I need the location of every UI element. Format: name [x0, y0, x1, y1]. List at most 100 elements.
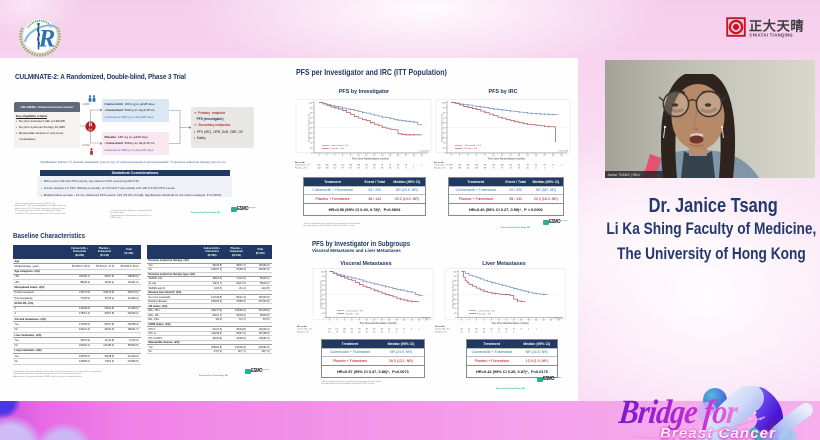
svg-text:Time Since Randomization (mont: Time Since Randomization (months) [491, 322, 528, 325]
svg-text:20: 20 [403, 320, 406, 322]
svg-text:46: 46 [460, 329, 462, 331]
svg-text:4: 4 [334, 155, 336, 157]
svg-text:1: 1 [513, 332, 514, 334]
svg-text:86: 86 [484, 167, 486, 169]
svg-text:2: 2 [468, 320, 470, 322]
svg-text:82: 82 [328, 332, 330, 334]
svg-text:128: 128 [325, 167, 328, 169]
svg-text:60: 60 [310, 123, 313, 125]
svg-text:237: 237 [333, 164, 336, 166]
svg-text:100: 100 [442, 102, 446, 104]
svg-text:40: 40 [454, 299, 457, 301]
svg-text:10: 10 [443, 148, 446, 150]
svg-text:20: 20 [322, 308, 325, 310]
svg-text:36: 36 [475, 329, 477, 331]
svg-text:4: 4 [411, 329, 412, 331]
svg-text:Culmerciclib + Ful: Culmerciclib + Ful [295, 163, 310, 166]
svg-text:20: 20 [397, 155, 400, 157]
svg-text:26: 26 [421, 155, 424, 157]
svg-text:49: 49 [381, 329, 383, 331]
svg-text:218: 218 [475, 164, 478, 166]
svg-text:8: 8 [521, 329, 522, 331]
svg-text:10: 10 [322, 313, 325, 315]
svg-text:90: 90 [322, 276, 325, 278]
svg-text:CHIATAI TIANQING: CHIATAI TIANQING [749, 32, 793, 37]
svg-text:158: 158 [357, 164, 360, 166]
svg-text:60: 60 [322, 290, 325, 292]
svg-text:2: 2 [336, 320, 338, 322]
svg-text:+ Censored: + Censored [418, 150, 430, 153]
svg-text:195: 195 [483, 164, 486, 166]
svg-text:3: 3 [506, 332, 507, 334]
svg-text:100: 100 [475, 167, 478, 169]
svg-text:30: 30 [454, 304, 457, 306]
svg-text:4: 4 [396, 332, 397, 334]
svg-text:24: 24 [413, 155, 416, 157]
svg-text:40: 40 [373, 167, 375, 169]
svg-text:Progression-Free Survival (%): Progression-Free Survival (%) [320, 280, 323, 308]
svg-text:13: 13 [475, 332, 477, 334]
svg-text:22: 22 [405, 155, 408, 157]
svg-text:14: 14 [509, 155, 512, 157]
svg-text:Placebo + Ful: Placebo + Ful [435, 332, 447, 334]
svg-text:262: 262 [325, 164, 328, 166]
svg-text:8: 8 [484, 155, 486, 157]
svg-text:+ Censored: + Censored [420, 317, 432, 320]
svg-text:20: 20 [535, 320, 538, 322]
svg-text:Time Since Randomization (mont: Time Since Randomization (months) [352, 157, 389, 160]
svg-text:97: 97 [342, 167, 344, 169]
svg-text:290: 290 [317, 164, 320, 166]
svg-text:142: 142 [449, 167, 452, 169]
svg-text:Time Since Randomization (mont: Time Since Randomization (months) [359, 322, 396, 325]
svg-text:10: 10 [454, 313, 457, 315]
svg-text:8: 8 [350, 155, 352, 157]
svg-text:10: 10 [357, 155, 360, 157]
svg-text:18: 18 [396, 320, 399, 322]
svg-text:0: 0 [461, 320, 463, 322]
svg-text:40: 40 [322, 299, 325, 301]
svg-text:No. at risk: No. at risk [297, 325, 308, 328]
svg-text:18: 18 [526, 155, 529, 157]
svg-text:15: 15 [381, 332, 383, 334]
svg-text:14: 14 [381, 320, 384, 322]
svg-text:Placebo + Ful: Placebo + Ful [478, 313, 492, 315]
svg-text:0: 0 [329, 320, 331, 322]
svg-text:8: 8 [359, 320, 361, 322]
svg-text:71: 71 [336, 332, 338, 334]
svg-text:60: 60 [443, 123, 446, 125]
svg-text:4: 4 [344, 320, 346, 322]
svg-text:11: 11 [403, 329, 405, 331]
svg-text:Culmerciclib + Ful: Culmerciclib + Ful [346, 309, 364, 312]
svg-text:41: 41 [468, 329, 470, 331]
svg-text:24: 24 [418, 320, 421, 322]
svg-text:70: 70 [454, 285, 457, 287]
svg-text:100: 100 [453, 271, 457, 273]
svg-text:Janice TSANG | HKU: Janice TSANG | HKU [608, 173, 641, 177]
svg-text:1: 1 [404, 332, 405, 334]
svg-text:36: 36 [535, 164, 537, 166]
svg-text:1: 1 [413, 167, 414, 169]
svg-text:7: 7 [413, 164, 414, 166]
svg-text:70: 70 [310, 117, 313, 119]
svg-text:14: 14 [513, 320, 516, 322]
svg-text:54: 54 [365, 167, 367, 169]
svg-text:78: 78 [381, 164, 383, 166]
svg-text:30: 30 [322, 304, 325, 306]
svg-text:184: 184 [349, 164, 352, 166]
svg-text:10: 10 [310, 148, 313, 150]
svg-text:24: 24 [550, 320, 553, 322]
svg-text:115: 115 [467, 167, 470, 169]
svg-text:19: 19 [543, 164, 545, 166]
svg-text:22: 22 [543, 155, 546, 157]
svg-text:34: 34 [397, 164, 399, 166]
svg-text:70: 70 [322, 285, 325, 287]
svg-text:No. at risk: No. at risk [295, 161, 306, 164]
svg-text:55: 55 [389, 164, 391, 166]
svg-text:12: 12 [505, 320, 508, 322]
svg-text:20: 20 [443, 143, 446, 145]
svg-text:50: 50 [351, 332, 353, 334]
svg-text:正大天晴: 正大天晴 [749, 18, 804, 34]
svg-text:R: R [38, 26, 56, 53]
svg-text:Time Since Randomization (mont: Time Since Randomization (months) [488, 157, 525, 160]
svg-text:40: 40 [443, 133, 446, 135]
